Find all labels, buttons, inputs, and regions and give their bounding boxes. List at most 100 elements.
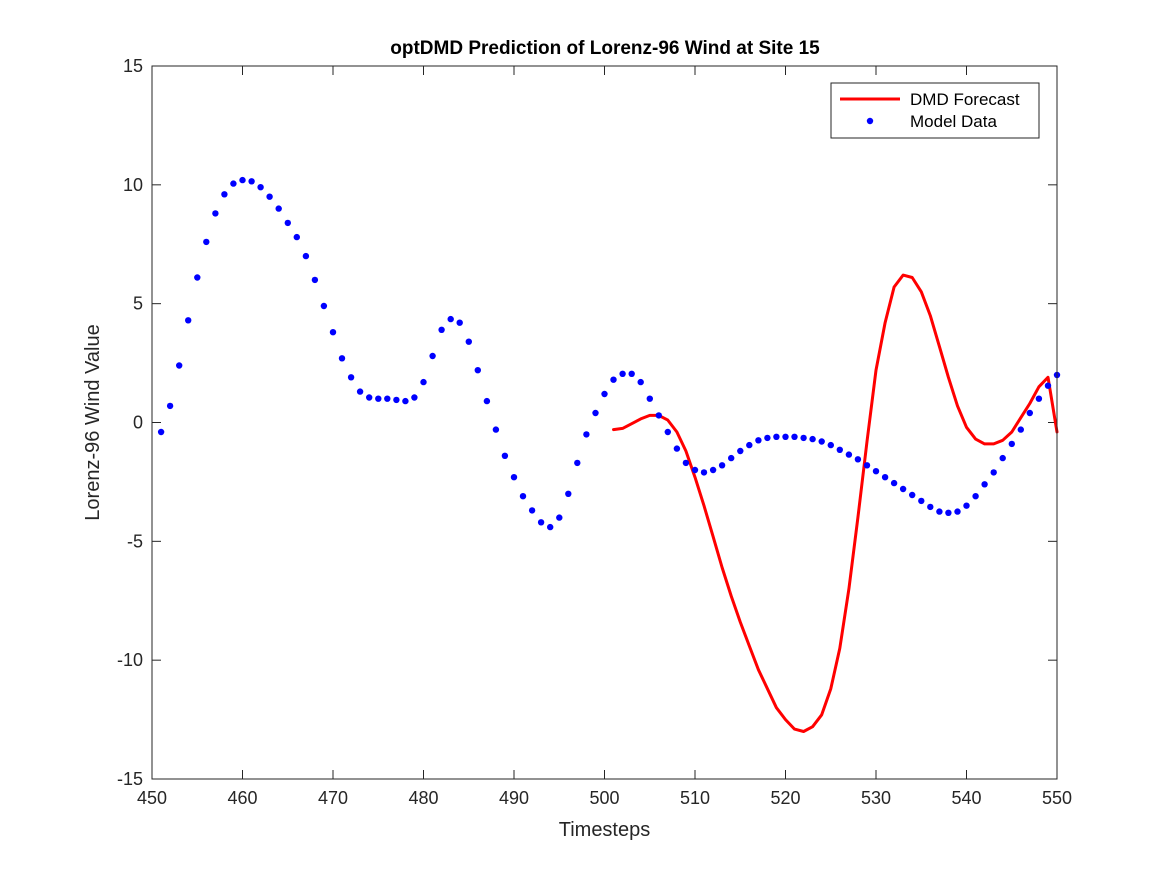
x-tick-label: 490	[499, 788, 529, 808]
data-point-model-data	[700, 469, 708, 476]
legend-swatch-model-data	[866, 117, 874, 125]
data-point-model-data	[746, 441, 753, 449]
data-point-model-data	[972, 493, 979, 500]
data-point-model-data	[909, 491, 916, 499]
data-point-model-data	[465, 338, 472, 345]
data-point-model-data	[1044, 382, 1052, 389]
series-line-dmd-forecast	[612, 273, 1059, 733]
data-point-model-data	[918, 497, 925, 505]
data-point-model-data	[637, 378, 644, 386]
data-point-model-data	[366, 394, 373, 401]
data-point-model-data	[239, 176, 246, 184]
data-point-model-data	[827, 441, 834, 449]
legend-label-dmd-forecast: DMD Forecast	[910, 90, 1020, 109]
data-point-model-data	[945, 509, 952, 516]
y-tick-label: -5	[127, 531, 143, 551]
data-point-model-data	[510, 474, 518, 481]
legend-box	[830, 82, 1040, 139]
data-point-model-data	[492, 426, 500, 433]
data-point-model-data	[257, 184, 264, 191]
data-point-model-data	[311, 276, 319, 284]
x-tick-label: 550	[1042, 788, 1072, 808]
data-point-model-data	[619, 370, 626, 377]
x-tick-label: 480	[408, 788, 438, 808]
data-point-model-data	[755, 437, 762, 444]
data-point-model-data	[927, 503, 934, 511]
data-point-model-data	[203, 238, 210, 246]
plot-area	[152, 66, 1057, 779]
data-point-model-data	[791, 433, 798, 440]
data-point-model-data	[1008, 440, 1015, 448]
data-point-model-data	[610, 376, 617, 383]
x-axis-label: Timesteps	[559, 819, 651, 841]
data-point-model-data	[709, 466, 717, 474]
y-tick-label: 15	[123, 56, 143, 76]
data-point-model-data	[402, 397, 409, 405]
data-point-model-data	[565, 490, 572, 497]
x-tick-label: 530	[861, 788, 891, 808]
data-point-model-data	[999, 454, 1006, 462]
y-tick-label: 10	[123, 175, 143, 195]
data-point-model-data	[628, 370, 635, 377]
data-point-model-data	[329, 329, 337, 336]
data-point-model-data	[854, 456, 862, 463]
data-point-model-data	[881, 474, 889, 481]
data-point-model-data	[963, 502, 970, 509]
data-point-model-data	[592, 409, 599, 417]
data-point-model-data	[601, 390, 608, 398]
x-tick-label: 460	[227, 788, 257, 808]
data-point-model-data	[338, 355, 346, 362]
data-point-model-data	[185, 317, 192, 324]
data-point-model-data	[266, 193, 273, 200]
data-point-model-data	[655, 412, 662, 419]
data-point-model-data	[537, 519, 545, 526]
data-point-model-data	[691, 466, 699, 474]
data-point-model-data	[176, 362, 183, 369]
data-point-model-data	[782, 433, 789, 440]
data-point-model-data	[664, 428, 671, 436]
x-tick-label: 520	[770, 788, 800, 808]
y-tick-label: -15	[117, 769, 143, 789]
data-point-model-data	[1017, 426, 1024, 433]
data-point-model-data	[420, 378, 427, 386]
x-tick-label: 500	[589, 788, 619, 808]
data-point-model-data	[773, 433, 780, 440]
data-point-model-data	[574, 459, 581, 467]
chart-title: optDMD Prediction of Lorenz-96 Wind at S…	[390, 38, 820, 59]
data-point-model-data	[248, 178, 255, 185]
axis-ticks: 450 460 470 480 490 500 510 520 530 540 550-15-10-…	[117, 56, 1072, 808]
data-point-model-data	[718, 462, 726, 469]
data-point-model-data	[456, 319, 463, 326]
data-point-model-data	[646, 395, 653, 402]
data-point-model-data	[293, 233, 300, 241]
data-point-model-data	[320, 302, 328, 310]
x-tick-label: 450	[137, 788, 167, 808]
data-point-model-data	[818, 438, 825, 445]
data-point-model-data	[764, 434, 771, 442]
data-point-model-data	[836, 446, 843, 453]
data-point-model-data	[1035, 395, 1043, 402]
data-point-model-data	[737, 447, 744, 455]
data-point-model-data	[284, 219, 291, 227]
data-point-model-data	[221, 191, 228, 198]
data-point-model-data	[384, 395, 391, 402]
data-point-model-data	[809, 435, 816, 443]
data-point-model-data	[347, 374, 355, 381]
data-point-model-data	[483, 397, 491, 405]
data-point-model-data	[990, 469, 997, 476]
data-point-model-data	[673, 445, 681, 452]
data-point-model-data	[447, 315, 454, 323]
x-tick-label: 540	[951, 788, 981, 808]
data-point-model-data	[936, 508, 943, 515]
data-point-model-data	[230, 180, 237, 187]
data-point-model-data	[393, 396, 400, 404]
data-point-model-data	[194, 274, 201, 281]
data-point-model-data	[872, 468, 880, 475]
data-point-model-data	[528, 507, 536, 514]
data-point-model-data	[682, 459, 690, 467]
data-point-model-data	[356, 388, 364, 395]
data-point-model-data	[411, 394, 418, 401]
data-point-model-data	[800, 434, 807, 442]
data-point-model-data	[845, 451, 853, 458]
